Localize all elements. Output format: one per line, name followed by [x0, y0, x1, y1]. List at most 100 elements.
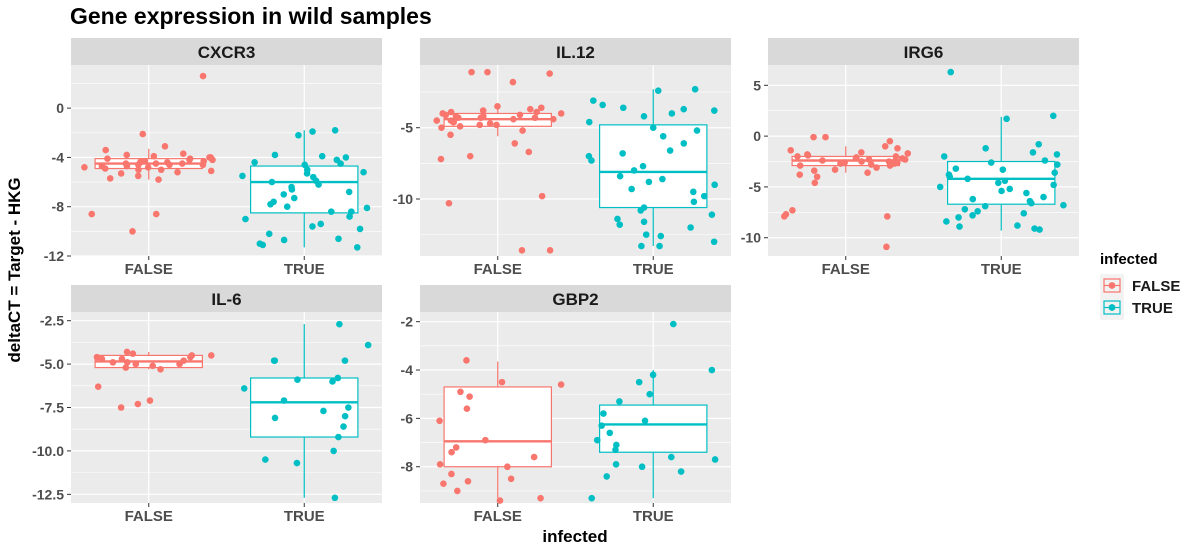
data-point [822, 133, 829, 141]
data-point [711, 456, 719, 463]
data-point [309, 173, 317, 181]
data-point [336, 320, 343, 328]
data-point [585, 152, 593, 160]
facet-strip-label: CXCR3 [198, 43, 256, 62]
y-tick-label: -4 [52, 149, 65, 165]
data-point [1060, 201, 1067, 209]
data-point [466, 393, 473, 400]
data-point [334, 374, 342, 382]
data-point [360, 168, 367, 176]
data-point [509, 78, 517, 86]
data-point [1028, 199, 1035, 207]
data-point [616, 221, 624, 228]
y-axis-title: deltaCT = Target - HKG [5, 177, 24, 362]
facet-panels: CXCR3 -12 -8 -4 0 FALSE TRUE IL.12 -10 -5 FALSE TRU… [32, 38, 1079, 525]
data-point [150, 152, 158, 160]
data-point [199, 161, 207, 169]
facet-cxcr3: CXCR3 -12 -8 -4 0 FALSE TRUE [44, 38, 382, 278]
data-point [638, 463, 646, 471]
data-point [519, 127, 526, 134]
data-point [476, 121, 484, 129]
data-point [356, 225, 364, 233]
data-point [640, 218, 648, 226]
data-point [504, 463, 511, 471]
data-point [637, 207, 645, 214]
data-point [955, 214, 962, 221]
facet-irg6: IRG6 -10 -5 0 5 FALSE TRUE [741, 38, 1079, 278]
x-tick-label: FALSE [125, 508, 173, 525]
data-point [638, 242, 645, 250]
data-point [1035, 140, 1043, 148]
data-point [858, 158, 865, 165]
data-point [445, 199, 453, 207]
legend-item-false: FALSE [1100, 274, 1180, 298]
data-point [557, 381, 565, 388]
data-point [1051, 169, 1058, 176]
data-point [330, 447, 337, 455]
data-point [363, 204, 371, 212]
data-point [122, 364, 130, 371]
data-point [708, 211, 716, 218]
x-tick-label: TRUE [633, 261, 674, 278]
data-point [1006, 185, 1014, 193]
data-point [612, 461, 620, 468]
facet-strip [71, 285, 382, 312]
data-point [174, 168, 181, 176]
data-point [449, 118, 457, 126]
x-tick-label: TRUE [633, 508, 674, 525]
data-point [94, 383, 102, 390]
data-point [796, 171, 804, 179]
data-point [796, 162, 804, 169]
y-tick-label: 5 [753, 77, 761, 93]
data-point [93, 353, 101, 361]
data-point [436, 417, 443, 425]
data-point [315, 181, 322, 188]
data-point [803, 151, 811, 158]
data-point [271, 151, 279, 159]
data-point [123, 348, 131, 356]
data-point [710, 107, 718, 114]
box-iqr [599, 404, 708, 453]
data-point [1040, 193, 1047, 201]
data-point [690, 198, 698, 206]
x-tick-label: TRUE [284, 261, 325, 278]
data-point [687, 224, 694, 231]
data-point [873, 164, 880, 171]
box-iqr [250, 377, 359, 438]
data-point [537, 494, 544, 502]
y-tick-label: -5.0 [40, 356, 64, 372]
data-point [516, 111, 524, 119]
data-point [904, 150, 912, 157]
data-point [240, 385, 248, 392]
data-point [290, 194, 298, 202]
y-tick-label: 0 [56, 100, 64, 116]
data-point [711, 181, 718, 189]
data-point [146, 397, 154, 404]
data-point [810, 167, 818, 174]
data-point [649, 371, 657, 379]
data-point [810, 133, 817, 141]
data-point [494, 103, 501, 110]
data-point [436, 461, 444, 468]
data-point [852, 155, 860, 162]
data-point [437, 155, 445, 163]
data-point [639, 162, 647, 170]
data-point [642, 231, 650, 238]
data-point [588, 494, 596, 502]
data-point [670, 320, 677, 328]
facet-il-12: IL.12 -10 -5 FALSE TRUE [393, 38, 731, 278]
data-point [1031, 225, 1038, 232]
data-point [1014, 222, 1021, 229]
data-point [507, 475, 515, 483]
data-point [858, 149, 865, 156]
facet-strip [420, 38, 731, 65]
data-point [987, 159, 995, 166]
data-point [1053, 151, 1061, 158]
facet-strip [768, 38, 1079, 65]
data-point [440, 480, 447, 487]
data-point [448, 470, 455, 478]
data-point [837, 160, 844, 167]
y-tick-label: -5 [749, 179, 762, 195]
data-point [309, 128, 316, 135]
data-point [883, 213, 891, 220]
